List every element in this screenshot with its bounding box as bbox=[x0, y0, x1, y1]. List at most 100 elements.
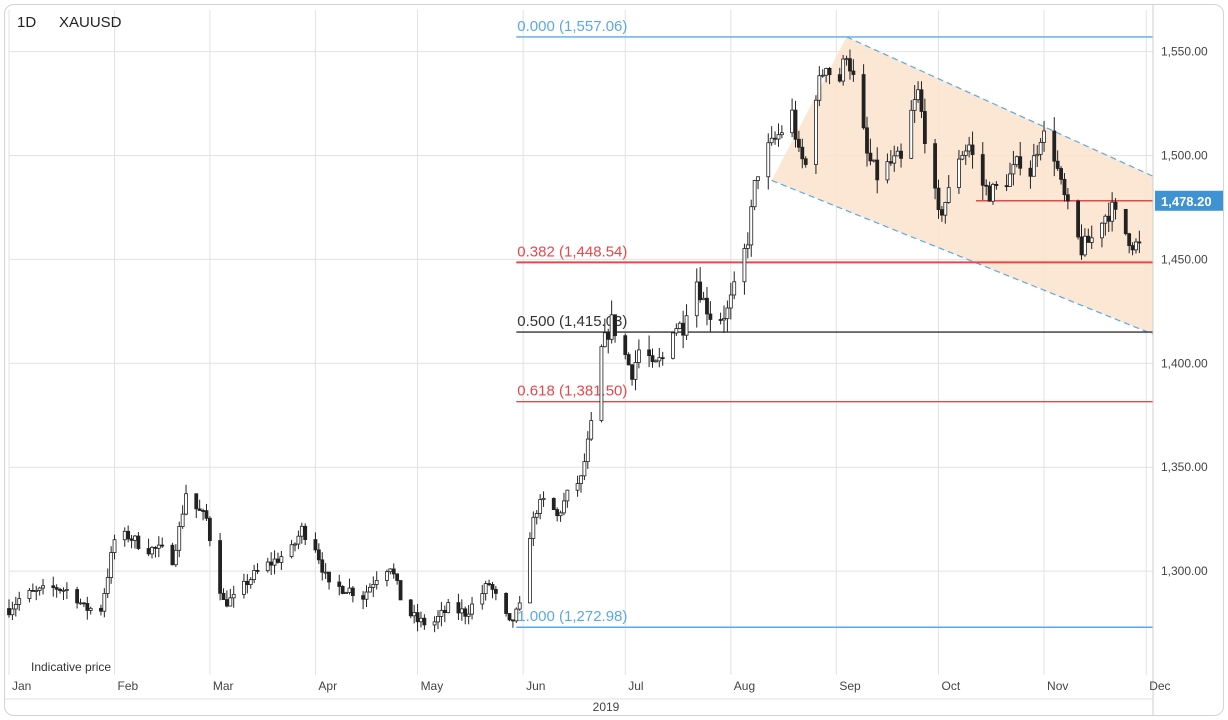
candle-body bbox=[129, 538, 134, 541]
candle-body bbox=[844, 58, 849, 61]
x-tick-label: Mar bbox=[213, 679, 234, 693]
candle-body bbox=[173, 549, 178, 566]
candle-body bbox=[109, 552, 114, 578]
candle-body bbox=[272, 558, 277, 566]
candle-body bbox=[1042, 130, 1046, 143]
x-tick-label: Oct bbox=[942, 679, 961, 693]
candle-body bbox=[1062, 178, 1067, 196]
x-tick-label: Aug bbox=[734, 679, 755, 693]
candle-body bbox=[871, 159, 876, 162]
candle-body bbox=[718, 319, 723, 321]
candle-body bbox=[408, 599, 413, 617]
timeframe-label: 1D bbox=[17, 14, 36, 31]
candle-body bbox=[1089, 237, 1094, 243]
candle-body bbox=[820, 74, 825, 77]
candle-body bbox=[507, 613, 512, 621]
candle-body bbox=[480, 593, 485, 605]
candle-body bbox=[943, 202, 948, 216]
candle-body bbox=[861, 74, 866, 129]
candle-body bbox=[493, 588, 498, 594]
channel-lower-line bbox=[771, 179, 1154, 335]
candle-body bbox=[555, 509, 560, 517]
candle-body bbox=[575, 483, 580, 491]
candle-body bbox=[623, 335, 628, 355]
candle-body bbox=[490, 583, 495, 590]
candle-body bbox=[541, 497, 546, 501]
candle-body bbox=[102, 593, 107, 612]
candle-body bbox=[412, 612, 417, 617]
channel-fill bbox=[771, 36, 1153, 335]
candle-body bbox=[698, 281, 703, 301]
candle-body bbox=[602, 332, 607, 348]
candle-body bbox=[64, 589, 69, 591]
candle-body bbox=[153, 547, 158, 549]
candle-body bbox=[255, 570, 260, 572]
candle-body bbox=[160, 544, 165, 547]
candle-body bbox=[967, 144, 972, 152]
candle-body bbox=[1083, 235, 1087, 256]
candle-body bbox=[769, 137, 774, 144]
candle-body bbox=[75, 589, 79, 604]
candle-body bbox=[1127, 233, 1132, 246]
candle-body bbox=[708, 313, 713, 320]
candle-body bbox=[133, 535, 137, 541]
candle-body bbox=[650, 355, 655, 363]
candle-body bbox=[225, 599, 229, 607]
candle-body bbox=[582, 461, 587, 477]
candle-body bbox=[327, 571, 331, 583]
candle-body bbox=[1110, 201, 1115, 222]
candle-body bbox=[654, 360, 658, 363]
candle-body bbox=[647, 349, 651, 357]
year-label: 2019 bbox=[593, 700, 620, 714]
fib-label-0.618: 0.618 (1,381.50) bbox=[517, 383, 627, 400]
candle-body bbox=[790, 109, 794, 134]
candle-body bbox=[732, 281, 737, 296]
candle-body bbox=[1106, 215, 1111, 222]
candle-body bbox=[463, 608, 468, 617]
candle-body bbox=[705, 297, 709, 315]
candle-body bbox=[99, 607, 103, 612]
candle-body bbox=[922, 111, 927, 145]
candle-body bbox=[885, 161, 890, 181]
y-tick-label: 1,450.00 bbox=[1161, 252, 1208, 266]
descending-channel[interactable] bbox=[771, 36, 1154, 335]
candle-body bbox=[517, 602, 522, 610]
candle-body bbox=[912, 99, 917, 111]
candle-body bbox=[599, 346, 604, 421]
candle-body bbox=[364, 591, 369, 600]
candle-body bbox=[671, 332, 675, 359]
candle-body bbox=[446, 602, 451, 613]
candle-body bbox=[837, 74, 842, 82]
candle-body bbox=[626, 354, 631, 366]
candle-body bbox=[1134, 241, 1138, 251]
candle-body bbox=[960, 155, 965, 160]
candle-body bbox=[865, 127, 869, 154]
candle-body bbox=[398, 580, 403, 601]
candle-body bbox=[528, 538, 532, 604]
x-tick-label: Jul bbox=[628, 679, 643, 693]
candle-body bbox=[276, 558, 280, 563]
candle-body bbox=[899, 150, 903, 159]
candle-body bbox=[30, 590, 35, 592]
candle-body bbox=[361, 595, 365, 600]
candle-body bbox=[1038, 141, 1043, 155]
candle-body bbox=[674, 328, 679, 334]
candle-body bbox=[252, 570, 257, 581]
price-chart[interactable]: 0.000 (1,557.06) 0.382 (1,448.54) 0.500 (1… bbox=[5, 5, 1223, 715]
candle-body bbox=[194, 493, 199, 510]
candle-body bbox=[779, 132, 784, 136]
candle-body bbox=[895, 150, 900, 157]
candle-body bbox=[180, 513, 185, 527]
y-tick-label: 1,400.00 bbox=[1161, 356, 1208, 370]
candle-body bbox=[919, 89, 924, 112]
candle-body bbox=[313, 539, 318, 551]
candle-body bbox=[728, 294, 733, 309]
candle-body bbox=[323, 571, 328, 574]
candle-body bbox=[85, 603, 90, 611]
candle-body bbox=[388, 568, 393, 573]
candle-body bbox=[745, 244, 750, 249]
candle-body bbox=[207, 517, 212, 542]
y-tick-label: 1,300.00 bbox=[1161, 564, 1208, 578]
candle-body bbox=[875, 159, 880, 181]
candle-body bbox=[1052, 130, 1057, 162]
